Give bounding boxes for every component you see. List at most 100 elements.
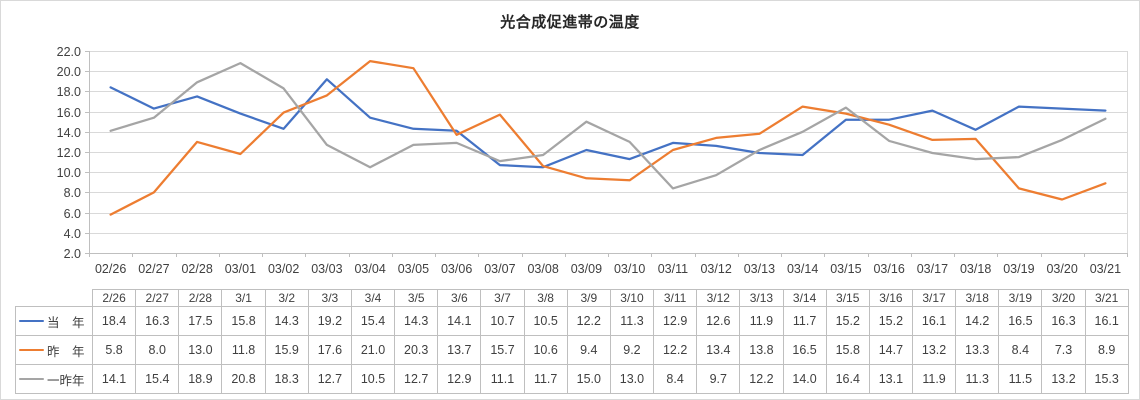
table-header-cell: 3/19 — [998, 289, 1043, 307]
table-value-cell: 11.5 — [998, 364, 1043, 394]
x-tick-label: 03/06 — [441, 262, 472, 276]
table-value-cell: 13.8 — [739, 335, 784, 365]
series-line-2 — [109, 61, 1107, 190]
y-tick-label: 2.0 — [64, 247, 81, 261]
x-tick-label: 02/27 — [138, 262, 169, 276]
table-header-cell: 3/1 — [221, 289, 266, 307]
table-value-cell: 15.4 — [350, 306, 396, 336]
table-value-cell: 14.3 — [394, 306, 439, 336]
y-tick-label: 6.0 — [64, 207, 81, 221]
table-value-cell: 15.2 — [825, 306, 870, 336]
x-tick-label: 03/01 — [225, 262, 256, 276]
x-tick-label: 03/12 — [700, 262, 731, 276]
table-value-cell: 11.7 — [523, 364, 568, 394]
table-value-cell: 15.8 — [825, 335, 870, 365]
table-header-cell: 3/9 — [566, 289, 611, 307]
table-header-cell: 3/13 — [739, 289, 784, 307]
table-value-cell: 11.3 — [955, 364, 1000, 394]
y-tick-label: 14.0 — [57, 126, 81, 140]
table-header-cell: 2/27 — [135, 289, 180, 307]
series-line-0 — [109, 78, 1107, 169]
table-value-cell: 16.3 — [1041, 306, 1086, 336]
table-value-cell: 18.9 — [178, 364, 223, 394]
table-header-cell: 3/21 — [1084, 289, 1129, 307]
table-value-cell: 11.3 — [609, 306, 655, 336]
legend-label: 昨 年 — [47, 344, 85, 359]
table-value-cell: 11.9 — [739, 306, 784, 336]
legend-label: 一昨年 — [47, 373, 85, 388]
table-row: 当 年 18.4 16.3 17.5 15.8 14.3 19.2 15.4 14.3 14.1 1… — [15, 306, 1129, 336]
table-value-cell: 12.2 — [739, 364, 784, 394]
y-tick-label: 22.0 — [57, 45, 81, 59]
table-value-cell: 15.7 — [480, 335, 525, 365]
x-tick-label: 02/28 — [181, 262, 212, 276]
table-value-cell: 8.4 — [998, 335, 1043, 365]
x-tick-label: 03/16 — [873, 262, 904, 276]
table-value-cell: 10.5 — [523, 306, 568, 336]
table-value-cell: 15.9 — [264, 335, 309, 365]
table-header-cell: 3/15 — [825, 289, 870, 307]
y-tick-label: 12.0 — [57, 146, 81, 160]
y-tick-label: 20.0 — [57, 65, 81, 79]
table-value-cell: 17.6 — [307, 335, 352, 365]
table-value-cell: 11.1 — [480, 364, 525, 394]
x-tick-label: 02/26 — [95, 262, 126, 276]
table-value-cell: 13.7 — [437, 335, 482, 365]
table-value-cell: 12.2 — [653, 335, 698, 365]
table-value-cell: 5.8 — [91, 335, 137, 365]
table-value-cell: 11.7 — [782, 306, 827, 336]
series-line-1 — [109, 59, 1107, 216]
x-tick-label: 03/18 — [960, 262, 991, 276]
line-plot-area: 22.0 20.0 18.0 16.0 14.0 12.0 10.0 8.0 6.0 4.0 2.0… — [57, 45, 1128, 276]
table-value-cell: 8.0 — [135, 335, 180, 365]
table-value-cell: 13.2 — [911, 335, 957, 365]
x-tick-label: 03/13 — [744, 262, 775, 276]
table-value-cell: 12.6 — [696, 306, 741, 336]
table-value-cell: 14.2 — [955, 306, 1000, 336]
table-value-cell: 16.3 — [135, 306, 180, 336]
table-value-cell: 11.9 — [911, 364, 957, 394]
table-header-cell: 3/5 — [394, 289, 439, 307]
table-value-cell: 13.4 — [696, 335, 741, 365]
x-tick-label: 03/20 — [1046, 262, 1077, 276]
x-tick-label: 03/08 — [527, 262, 558, 276]
legend-label: 当 年 — [47, 315, 85, 330]
table-value-cell: 13.0 — [609, 364, 655, 394]
table-value-cell: 21.0 — [350, 335, 396, 365]
table-value-cell: 12.2 — [566, 306, 611, 336]
table-value-cell: 13.2 — [1041, 364, 1086, 394]
table-value-cell: 14.7 — [868, 335, 913, 365]
table-value-cell: 11.8 — [221, 335, 266, 365]
table-value-cell: 15.8 — [221, 306, 266, 336]
table-header-cell: 2/26 — [91, 289, 137, 307]
legend-key-0: 当 年 — [15, 306, 93, 336]
x-tick-label: 03/03 — [311, 262, 342, 276]
table-header-cell: 3/6 — [437, 289, 482, 307]
table-value-cell: 14.3 — [264, 306, 309, 336]
table-header-cell: 3/20 — [1041, 289, 1086, 307]
table-header-cell: 3/7 — [480, 289, 525, 307]
x-tick-label: 03/11 — [658, 262, 688, 276]
x-tick-label: 03/19 — [1003, 262, 1034, 276]
table-value-cell: 16.1 — [911, 306, 957, 336]
table-header-cell: 3/2 — [264, 289, 309, 307]
table-value-cell: 12.9 — [437, 364, 482, 394]
table-value-cell: 20.8 — [221, 364, 266, 394]
table-header-cell: 3/14 — [782, 289, 827, 307]
x-tick-label: 03/21 — [1090, 262, 1121, 276]
table-value-cell: 19.2 — [307, 306, 352, 336]
legend-key-2: 一昨年 — [15, 364, 93, 394]
table-value-cell: 13.0 — [178, 335, 223, 365]
y-tick-label: 4.0 — [64, 227, 81, 241]
table-value-cell: 16.5 — [998, 306, 1043, 336]
table-value-cell: 16.1 — [1084, 306, 1129, 336]
data-table: 2/26 2/27 2/28 3/1 3/2 3/3 3/4 3/5 3/6 3/7 3/8 3/9 3… — [15, 289, 1129, 394]
table-header-cell: 3/17 — [911, 289, 957, 307]
x-tick-label: 03/04 — [354, 262, 385, 276]
table-header-cell: 3/8 — [523, 289, 568, 307]
table-header-cell: 3/18 — [955, 289, 1000, 307]
table-value-cell: 10.6 — [523, 335, 568, 365]
y-tick-label: 16.0 — [57, 106, 81, 120]
x-tick-label: 03/15 — [830, 262, 861, 276]
x-tick-label: 03/14 — [787, 262, 818, 276]
